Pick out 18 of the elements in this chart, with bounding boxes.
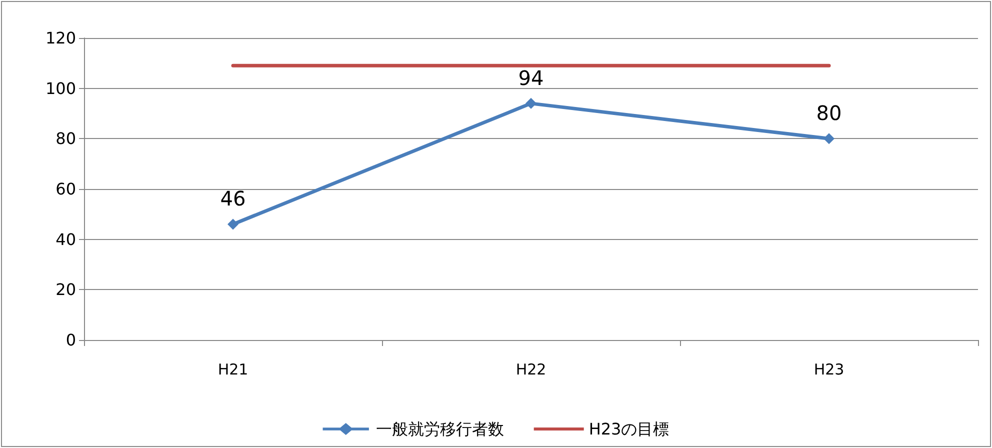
data-label: 46 [220, 186, 246, 211]
x-tick-label: H22 [516, 360, 546, 378]
y-tick-label: 100 [45, 78, 76, 98]
y-tick-label: 0 [66, 330, 76, 350]
legend-label: 一般就労移行者数 [376, 420, 504, 438]
y-tick-label: 40 [56, 230, 76, 249]
y-tick-label: 60 [56, 180, 76, 198]
point [526, 98, 536, 109]
point [228, 218, 238, 230]
legend-label: H23の目標 [588, 420, 670, 438]
y-tick-label: 80 [56, 129, 76, 148]
data-label: 80 [816, 101, 842, 126]
data-label: 94 [518, 66, 544, 90]
x-tick-label: H23 [814, 360, 844, 378]
point [824, 133, 834, 144]
y-tick-label: 120 [45, 28, 76, 48]
y-tick-label: 20 [56, 280, 76, 300]
x-tick-label: H21 [218, 360, 248, 378]
